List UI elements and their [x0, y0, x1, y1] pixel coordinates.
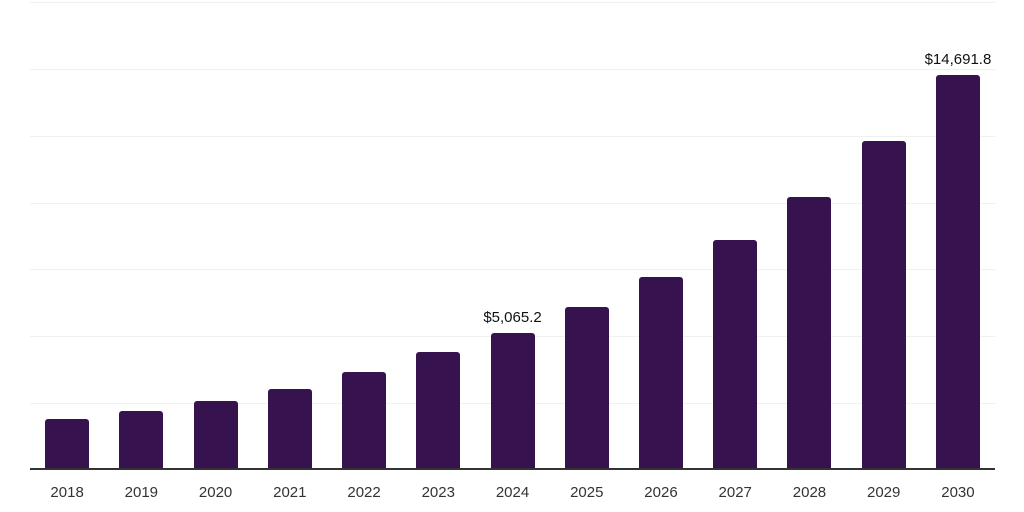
- x-tick-label-2022: 2022: [347, 484, 381, 501]
- bar-2019: [119, 411, 164, 468]
- x-tick-label-2025: 2025: [570, 484, 604, 501]
- bar-2029: [861, 141, 906, 468]
- bar-2022: [342, 371, 387, 468]
- bar-slot: [772, 0, 846, 468]
- bar-value-label: $14,691.8: [924, 51, 992, 69]
- gridline: [30, 269, 995, 271]
- bar-2020: [193, 401, 238, 468]
- bar-2030: [935, 75, 980, 468]
- bar-slot: [30, 0, 104, 468]
- gridline: [30, 2, 995, 3]
- plot-area: $5,065.2 $14,691.8: [30, 0, 995, 470]
- bar-2021: [267, 389, 312, 468]
- x-tick-label-2024: 2024: [495, 484, 530, 501]
- bar-slot: $5,065.2: [475, 0, 549, 468]
- bars-row: $5,065.2 $14,691.8: [30, 0, 995, 468]
- gridline: [30, 202, 995, 204]
- bar-slot: [178, 0, 252, 468]
- bar-2026: [638, 277, 683, 468]
- bar-slot: [327, 0, 401, 468]
- bar-2023: [416, 351, 461, 468]
- x-tick-label-2028: 2028: [792, 484, 827, 501]
- x-tick-label-2019: 2019: [124, 484, 159, 501]
- x-tick-label-2030: 2030: [941, 484, 975, 501]
- bar-slot: [104, 0, 178, 468]
- bar-slot: [253, 0, 327, 468]
- bar-2027: [713, 240, 758, 468]
- x-tick-label-2029: 2029: [867, 484, 901, 501]
- bar-value-label: $5,065.2: [483, 308, 542, 326]
- bar-slot: [550, 0, 624, 468]
- bar-slot: [698, 0, 772, 468]
- bar-2018: [45, 419, 90, 468]
- bar-2025: [564, 307, 609, 468]
- gridline: [30, 135, 995, 137]
- x-tick-label-2018: 2018: [50, 484, 84, 501]
- x-tick-label-2021: 2021: [273, 484, 307, 501]
- x-axis-tick-labels: 2018 2019 2020 2021 2022 2023 2024 2025 2026 2027…: [30, 484, 995, 501]
- gridline: [30, 68, 995, 70]
- bar-2028: [787, 197, 832, 468]
- bar-2024: [490, 332, 535, 468]
- x-tick-label-2026: 2026: [644, 484, 678, 501]
- bar-slot: [624, 0, 698, 468]
- x-tick-label-2027: 2027: [718, 484, 752, 501]
- bar-slot: [847, 0, 921, 468]
- x-tick-label-2023: 2023: [421, 484, 455, 501]
- x-tick-label-2020: 2020: [198, 484, 233, 501]
- bar-slot: $14,691.8: [921, 0, 995, 468]
- bar-slot: [401, 0, 475, 468]
